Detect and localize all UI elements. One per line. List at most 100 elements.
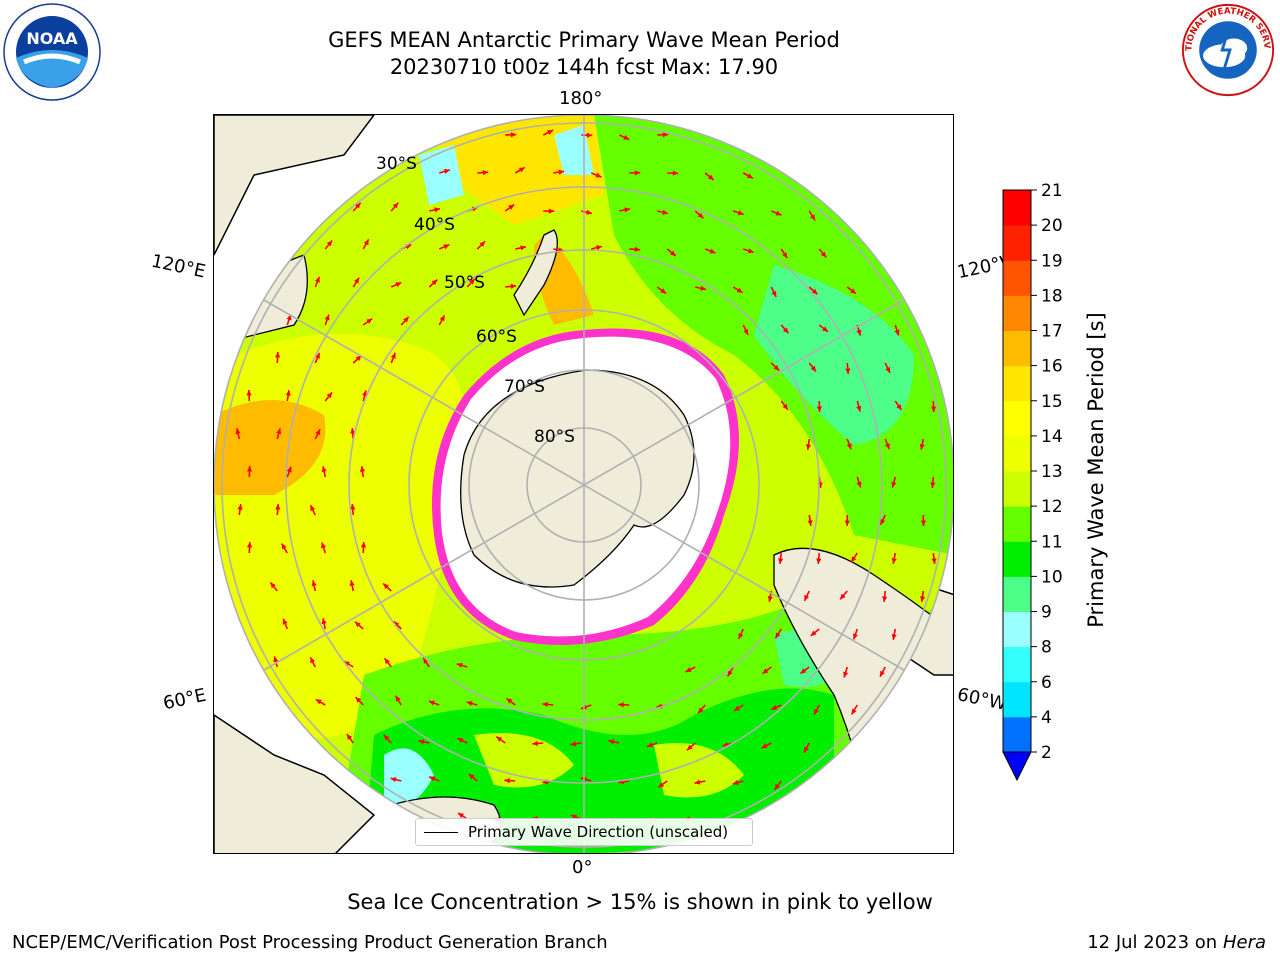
- lat-label-80s: 80°S: [534, 427, 575, 447]
- wave-arrow-head: [275, 504, 281, 510]
- wave-arrow-head: [468, 773, 475, 780]
- wave-arrow-head: [814, 708, 819, 715]
- map-title: GEFS MEAN Antarctic Primary Wave Mean Pe…: [328, 28, 840, 52]
- wave-arrow-head: [439, 315, 445, 322]
- wave-arrow-head: [443, 244, 450, 250]
- colorbar-extend-triangle: [1002, 751, 1032, 782]
- wave-arrow-head: [884, 443, 890, 450]
- wave-arrow-head: [359, 466, 366, 472]
- colorbar-tick-label: 10: [1041, 567, 1063, 587]
- wave-arrow-head: [311, 580, 317, 587]
- wave-arrow-head: [434, 207, 441, 213]
- new-zealand: [513, 229, 558, 317]
- wave-arrow-head: [363, 239, 369, 246]
- wave-arrow-head: [856, 405, 862, 412]
- colorbar-tick-label: 17: [1041, 322, 1063, 342]
- wave-arrow-head: [315, 352, 320, 359]
- colorbar-band: [1003, 365, 1031, 402]
- wave-arrow-head: [354, 621, 361, 628]
- wave-arrow-head: [709, 248, 716, 254]
- wave-arrow-head: [608, 739, 615, 745]
- wave-arrow-head: [803, 746, 809, 753]
- wave-arrow-head: [235, 428, 241, 435]
- wave-arrow-head: [349, 580, 355, 587]
- wave-arrow-head: [634, 170, 641, 176]
- colorbar-band: [1003, 435, 1031, 472]
- wave-arrow-head: [851, 708, 857, 715]
- wave-arrow-head: [496, 736, 503, 742]
- wave-arrow-head: [891, 634, 897, 640]
- wave-arrow-head: [634, 246, 641, 252]
- wave-arrow-head: [669, 250, 676, 256]
- colorbar-band: [1003, 260, 1031, 296]
- wave-arrow-head: [548, 208, 555, 214]
- colorbar-tick-label: 12: [1041, 497, 1063, 517]
- lat-label-50s: 50°S: [444, 273, 485, 293]
- wave-arrow-head: [782, 252, 788, 259]
- colorbar-tick-label: 15: [1041, 392, 1063, 412]
- colorbar-tick-label: 11: [1041, 532, 1063, 552]
- wave-arrow-head: [767, 596, 773, 602]
- wave-arrow-head: [520, 245, 527, 251]
- colorbar-tick-label: 9: [1041, 603, 1052, 623]
- wave-arrow-head: [851, 556, 857, 563]
- wave-arrow-head: [237, 504, 243, 510]
- wave-arrow-head: [660, 288, 667, 294]
- wave-arrow-head: [820, 251, 827, 258]
- wave-arrow-head: [852, 633, 858, 640]
- wave-arrow-head: [286, 466, 292, 473]
- wave-arrow-head: [310, 657, 316, 664]
- wave-arrow-head: [618, 702, 624, 708]
- wave-arrow-head: [761, 743, 768, 749]
- wave-arrow-head: [658, 782, 665, 788]
- wave-arrow-head: [698, 707, 704, 714]
- wave-arrow-head: [274, 352, 281, 358]
- wave-arrow-head: [350, 504, 356, 510]
- wave-arrow-head: [850, 288, 856, 294]
- wave-arrow-head: [919, 596, 926, 602]
- wave-arrow-head: [315, 429, 321, 436]
- wave-arrow-head: [403, 316, 409, 323]
- wave-arrow-head: [282, 618, 288, 625]
- colorbar-tick-label: 2: [1041, 743, 1052, 763]
- colorbar-band: [1003, 506, 1031, 542]
- wave-arrow-head: [596, 245, 602, 251]
- wave-arrow-head: [844, 520, 850, 526]
- colorbar-band: [1003, 716, 1031, 753]
- wave-arrow-head: [479, 241, 486, 247]
- lat-label-40s: 40°S: [414, 215, 455, 235]
- map-legend: Primary Wave Direction (unscaled): [415, 818, 753, 846]
- wave-arrow-head: [931, 558, 937, 564]
- wave-arrow-head: [919, 443, 925, 450]
- sea-ice-note: Sea Ice Concentration > 15% is shown in …: [347, 890, 933, 914]
- wave-arrow-head: [326, 240, 333, 247]
- wave-arrow-head: [856, 481, 862, 488]
- wave-arrow-head: [383, 734, 390, 741]
- wave-arrow-head: [285, 390, 291, 396]
- wave-arrow-head: [326, 392, 333, 399]
- wave-arrow-head: [428, 700, 435, 706]
- wave-arrow-head: [270, 582, 276, 589]
- wave-arrow-head: [458, 812, 465, 819]
- wave-arrow-head: [547, 130, 554, 135]
- wave-arrow-head: [732, 779, 739, 786]
- wave-arrow-head: [595, 172, 602, 178]
- wave-arrow-head: [281, 543, 287, 550]
- wave-arrow-head: [727, 670, 733, 677]
- wave-arrow-head: [366, 318, 373, 324]
- wave-arrow-head: [310, 505, 316, 512]
- wave-arrow-head: [542, 701, 548, 708]
- wave-arrow-head: [771, 704, 778, 710]
- wave-arrow-head: [771, 290, 777, 297]
- colorbar-tick-label: 8: [1041, 638, 1052, 658]
- wave-arrow-head: [246, 390, 252, 396]
- wave-arrow-head: [930, 482, 936, 488]
- wave-arrow-head: [694, 779, 701, 785]
- wave-arrow-head: [737, 210, 744, 216]
- credit-date: 12 Jul 2023 on: [1087, 932, 1223, 953]
- noaa-logo: NOAA: [3, 3, 101, 101]
- wave-arrow-head: [457, 738, 464, 743]
- wave-arrow-head: [810, 630, 817, 636]
- wave-arrow-head: [891, 481, 897, 488]
- wave-arrow-head: [816, 558, 822, 564]
